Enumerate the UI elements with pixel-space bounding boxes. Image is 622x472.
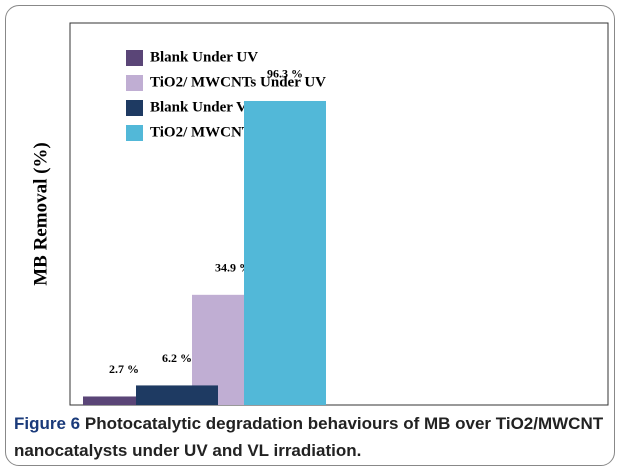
figure-frame	[5, 5, 615, 466]
legend-swatch	[126, 125, 143, 141]
bar	[244, 100, 326, 405]
chart: MB Removal (%) Blank Under UV 2.7 % TiO2/ …	[30, 22, 609, 406]
data-label: 34.9 %	[215, 261, 251, 275]
bar	[83, 396, 165, 405]
data-label: 96.3 %	[267, 67, 303, 81]
legend-label: Blank Under VL	[150, 99, 257, 115]
y-axis-label: MB Removal (%)	[30, 142, 51, 286]
caption-text: Photocatalytic degradation behaviours of…	[14, 414, 604, 460]
bar	[136, 385, 218, 405]
legend-swatch	[126, 100, 143, 116]
legend-label: TiO2/ MWCNTs Under UV	[150, 74, 326, 90]
legend-swatch	[126, 50, 143, 66]
data-label: 2.7 %	[109, 362, 139, 376]
legend-swatch	[126, 75, 143, 91]
caption: Figure 6 Photocatalytic degradation beha…	[14, 410, 614, 464]
legend-label: Blank Under UV	[150, 49, 258, 65]
plot-frame	[69, 22, 609, 406]
caption-label: Figure 6	[14, 414, 81, 433]
data-label: 6.2 %	[162, 351, 192, 365]
